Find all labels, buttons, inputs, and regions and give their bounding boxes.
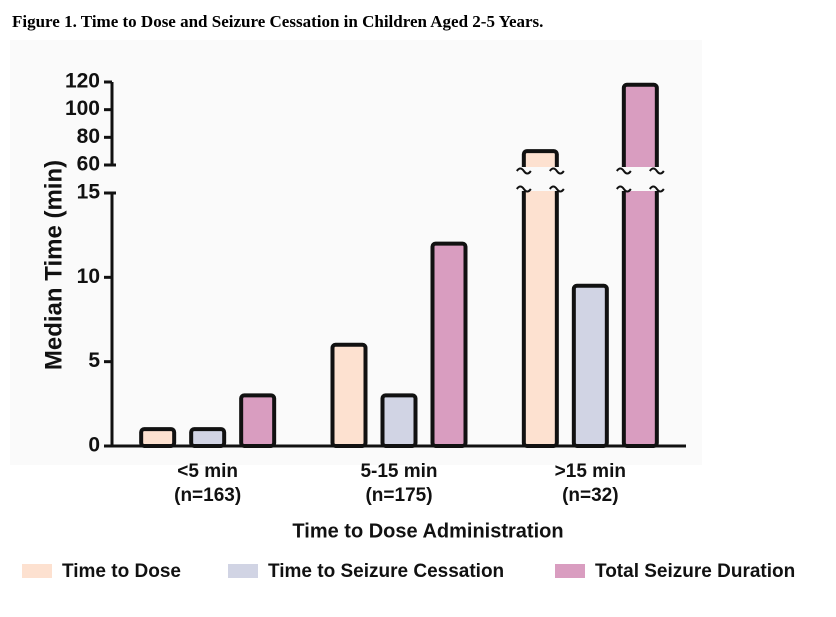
legend-label: Time to Dose [62,561,181,582]
y-tick-label: 80 [77,125,100,148]
legend-label: Total Seizure Duration [595,561,795,582]
break-mark [616,167,632,175]
break-mark [549,185,565,193]
break-mark [649,185,665,193]
y-tick-label: 10 [77,265,100,288]
x-tick-label: (n=32) [562,485,619,506]
y-tick-label: 15 [77,181,101,204]
bar [571,283,609,448]
x-tick-label: >15 min [555,461,626,482]
x-tick-label: (n=163) [174,485,241,506]
break-mark [516,185,532,193]
y-tick-label: 120 [65,70,100,93]
x-tick-label: <5 min [177,461,238,482]
break-mark [649,167,665,175]
legend-swatch [555,564,585,578]
y-tick-label: 0 [88,434,100,457]
bar [621,82,659,449]
break-mark [516,167,532,175]
legend-label: Time to Seizure Cessation [268,561,504,582]
legend-swatch [22,564,52,578]
bar [330,342,368,448]
legend-swatch [228,564,258,578]
bar [239,393,277,448]
bar [380,393,418,448]
break-mark [616,185,632,193]
x-axis-label: Time to Dose Administration [292,520,563,542]
chart-title: Figure 1. Time to Dose and Seizure Cessa… [12,12,543,31]
y-tick-label: 5 [88,349,100,372]
bar [189,427,227,448]
bar [521,149,559,449]
y-tick-label: 100 [65,97,100,120]
x-tick-label: 5-15 min [360,461,437,482]
y-tick-label: 60 [77,153,100,176]
x-tick-label: (n=175) [365,485,432,506]
bar [430,241,468,448]
break-mark [549,167,565,175]
y-axis-label: Median Time (min) [40,160,67,370]
bar [139,427,177,448]
